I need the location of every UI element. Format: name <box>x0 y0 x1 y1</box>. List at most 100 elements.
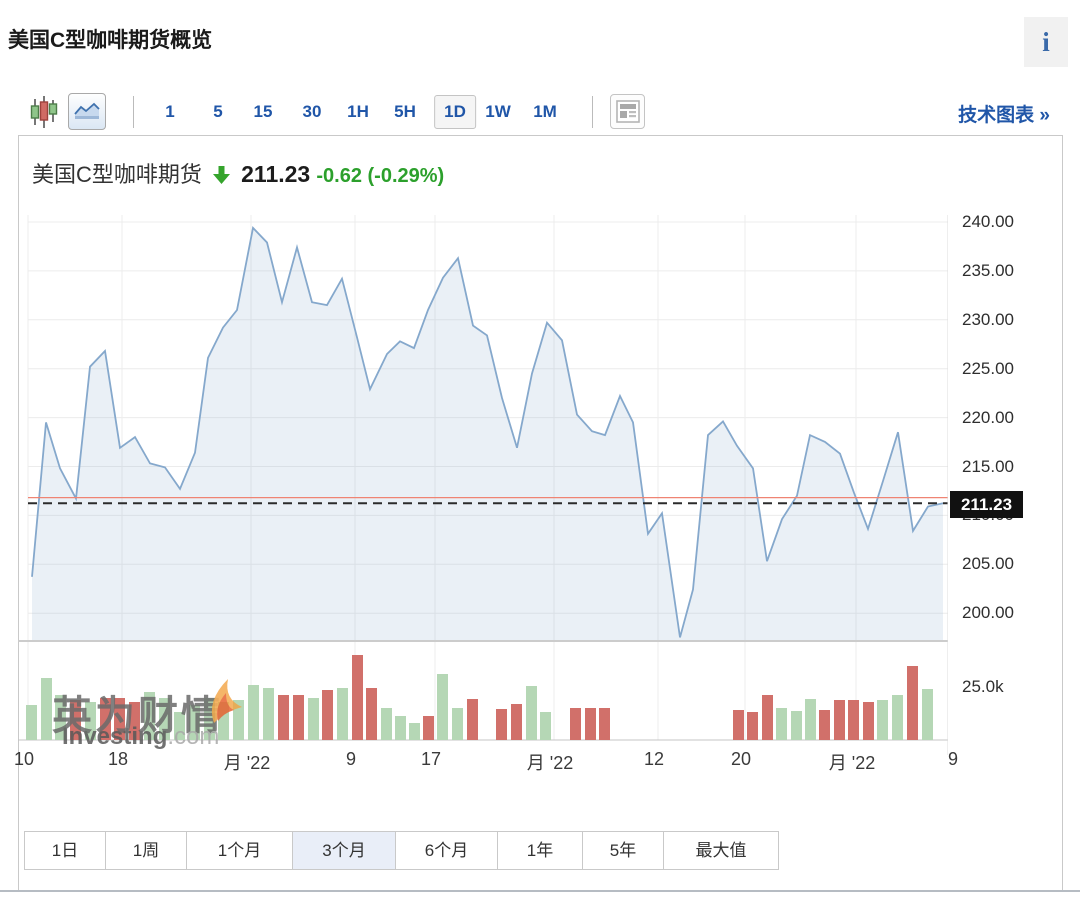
range-button-最大值[interactable]: 最大值 <box>663 831 779 870</box>
price-axis-label: 225.00 <box>962 358 1014 378</box>
volume-bar <box>381 708 392 740</box>
date-axis-label: 12 <box>643 749 665 769</box>
volume-bar <box>791 711 802 740</box>
last-price: 211.23 <box>241 161 311 187</box>
volume-bar <box>85 702 96 740</box>
price-change-percent: (-0.29%) <box>367 165 445 187</box>
volume-bar <box>570 708 581 740</box>
interval-button-1M[interactable]: 1M <box>533 102 557 121</box>
price-axis-label: 240.00 <box>962 212 1014 231</box>
range-button-1年[interactable]: 1年 <box>497 831 583 870</box>
price-axis-label: 220.00 <box>962 407 1014 427</box>
price-axis-label: 235.00 <box>962 260 1014 280</box>
date-axis-label: 17 <box>420 749 442 769</box>
volume-bar <box>41 678 52 740</box>
volume-bar <box>129 702 140 740</box>
price-axis-label: 205.00 <box>962 554 1014 574</box>
volume-bar <box>863 702 874 740</box>
interval-button-5[interactable]: 5 <box>213 102 223 121</box>
volume-bar <box>100 698 111 740</box>
volume-bar <box>189 705 200 740</box>
date-axis-label: 18 <box>107 749 129 769</box>
volume-bar <box>922 689 933 740</box>
range-button-1个月[interactable]: 1个月 <box>186 831 293 870</box>
date-axis-label: 20 <box>730 749 752 769</box>
volume-bar <box>805 699 816 740</box>
quote-row: 美国C型咖啡期货 211.23 -0.62 (-0.29%) <box>32 157 444 191</box>
interval-button-15[interactable]: 15 <box>253 102 273 121</box>
technical-chart-link[interactable]: 技术图表 » <box>958 105 1050 126</box>
price-axis-label: 200.00 <box>962 603 1014 623</box>
volume-bar <box>144 692 155 740</box>
volume-bar <box>467 699 478 740</box>
range-button-1周[interactable]: 1周 <box>105 831 187 870</box>
news-panel-button[interactable] <box>610 94 645 129</box>
volume-bar <box>409 723 420 740</box>
volume-bar <box>55 695 66 740</box>
interval-button-1W[interactable]: 1W <box>485 102 511 121</box>
news-panel-icon <box>615 100 640 123</box>
last-price-axis-label: 211.23 <box>950 491 1023 518</box>
volume-axis-tick: 25.0k <box>962 677 1004 696</box>
date-axis-label: 月 '22 <box>526 753 574 773</box>
volume-bar <box>437 674 448 740</box>
bottom-divider <box>0 890 1080 892</box>
volume-bar <box>892 695 903 740</box>
volume-bar <box>293 695 304 740</box>
volume-bar <box>599 708 610 740</box>
volume-bar <box>511 704 522 740</box>
volume-bar <box>907 666 918 740</box>
volume-bar <box>834 700 845 740</box>
price-axis-label: 230.00 <box>962 309 1014 329</box>
date-axis-label: 9 <box>947 749 959 769</box>
volume-bar <box>159 698 170 740</box>
volume-bar <box>762 695 773 740</box>
volume-bar <box>337 688 348 740</box>
range-button-group: 1日 1周 1个月 3个月 6个月 1年 5年 最大值 <box>24 831 779 870</box>
candlestick-chart-button[interactable] <box>30 96 62 128</box>
price-line <box>31 226 944 638</box>
volume-bar <box>819 710 830 740</box>
interval-button-1D[interactable]: 1D <box>434 95 476 129</box>
range-button-5年[interactable]: 5年 <box>582 831 664 870</box>
toolbar-separator <box>592 96 593 128</box>
interval-button-1H[interactable]: 1H <box>347 102 369 121</box>
range-button-6个月[interactable]: 6个月 <box>395 831 498 870</box>
price-down-arrow-icon <box>213 166 231 184</box>
volume-bar <box>70 700 81 740</box>
area-chart-button[interactable] <box>68 93 106 130</box>
range-button-3个月[interactable]: 3个月 <box>292 831 396 870</box>
volume-bar <box>496 709 507 740</box>
volume-bar <box>278 695 289 740</box>
info-icon: i <box>1042 27 1050 57</box>
interval-button-1[interactable]: 1 <box>165 102 175 121</box>
volume-bar <box>585 708 596 740</box>
chart-toolbar <box>18 88 1063 136</box>
date-axis-label: 月 '22 <box>828 753 876 773</box>
area-chart-icon <box>74 102 100 119</box>
interval-button-30[interactable]: 30 <box>302 102 322 121</box>
volume-bar <box>248 685 259 740</box>
toolbar-separator <box>133 96 134 128</box>
volume-bar <box>776 708 787 740</box>
date-axis-label: 月 '22 <box>223 753 271 773</box>
volume-bar <box>263 688 274 740</box>
volume-bar <box>218 702 229 740</box>
interval-button-5H[interactable]: 5H <box>394 102 416 121</box>
price-area-fill <box>32 227 943 641</box>
volume-bar <box>352 655 363 740</box>
candlestick-icon <box>30 96 58 128</box>
volume-bar <box>848 700 859 740</box>
page-title: 美国C型咖啡期货概览 <box>8 29 213 52</box>
volume-bar <box>540 712 551 740</box>
info-button[interactable]: i <box>1024 17 1068 67</box>
volume-bar <box>174 712 185 740</box>
volume-bar <box>308 698 319 740</box>
volume-bar <box>452 708 463 740</box>
price-axis-label: 215.00 <box>962 456 1014 476</box>
volume-bar <box>26 705 37 740</box>
price-chart-plot[interactable] <box>18 195 948 780</box>
range-button-1日[interactable]: 1日 <box>24 831 106 870</box>
volume-bar <box>322 690 333 740</box>
